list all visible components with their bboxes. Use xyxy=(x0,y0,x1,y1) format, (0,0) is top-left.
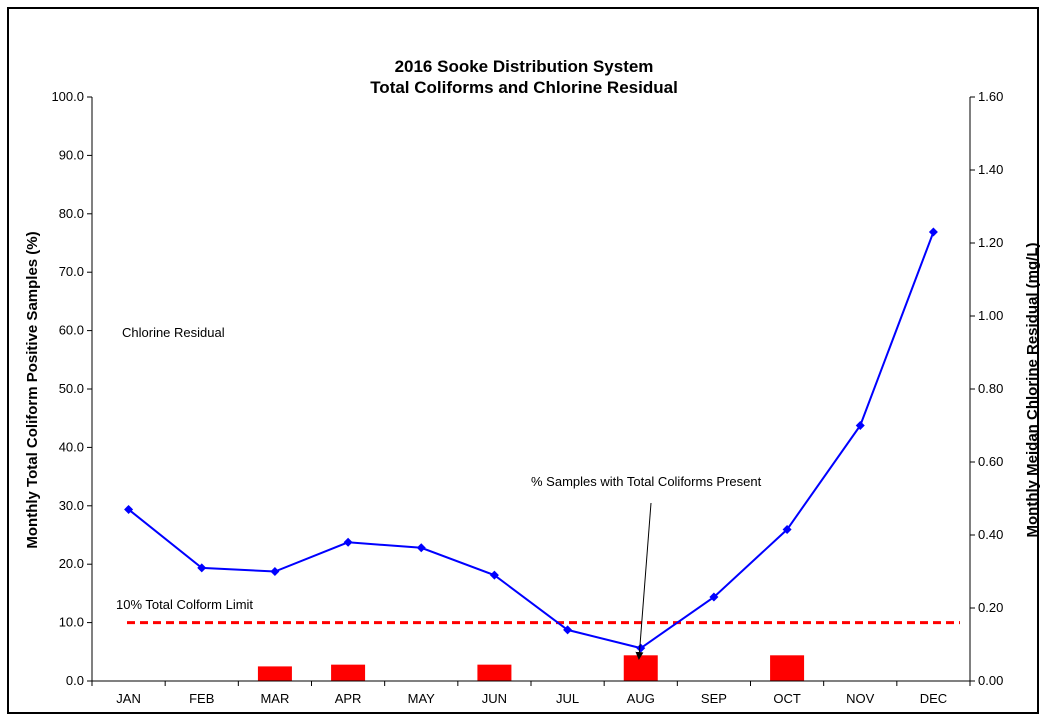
chlorine-point xyxy=(855,421,865,430)
y2-axis-label: Monthly Meidan Chlorine Residual (mg/L) xyxy=(1024,242,1041,537)
chlorine-point xyxy=(416,543,426,553)
y2-tick-label: 0.80 xyxy=(978,381,1003,396)
chlorine-point xyxy=(928,227,938,237)
y-tick-label: 100.0 xyxy=(51,89,84,104)
chlorine-point xyxy=(563,625,573,635)
chlorine-point xyxy=(124,504,134,514)
x-tick-label: AUG xyxy=(627,691,655,706)
x-tick-label: JAN xyxy=(116,691,141,706)
y-tick-label: 70.0 xyxy=(59,264,84,279)
annotation-arrow xyxy=(635,502,652,660)
chlorine-point xyxy=(782,525,792,535)
x-tick-label: APR xyxy=(335,691,362,706)
line-layer xyxy=(124,227,938,653)
chart-subtitle: Total Coliforms and Chlorine Residual xyxy=(370,78,678,97)
y-tick-label: 50.0 xyxy=(59,381,84,396)
chlorine-point xyxy=(709,592,719,602)
y2-tick-label: 0.40 xyxy=(978,527,1003,542)
y2-tick-label: 1.00 xyxy=(978,308,1003,323)
y-tick-label: 0.0 xyxy=(66,673,84,688)
y-axis-label: Monthly Total Coliform Positive Samples … xyxy=(24,231,41,548)
y2-tick-label: 1.60 xyxy=(978,89,1003,104)
axes-layer: 0.0 10.0 20.0 30.0 40.0 50.0 60.0 70.0 80.0 90.0 1… xyxy=(51,89,1003,706)
coliform-bar xyxy=(477,664,512,681)
chlorine-point xyxy=(343,537,353,547)
bars-layer xyxy=(257,655,805,681)
y-tick-label: 40.0 xyxy=(59,439,84,454)
reference-line-label: 10% Total Colform Limit xyxy=(116,597,253,612)
coliform-bar xyxy=(770,655,805,681)
x-tick-label: SEP xyxy=(701,691,727,706)
chlorine-point xyxy=(270,567,280,576)
y-tick-label: 30.0 xyxy=(59,498,84,513)
coliform-bar xyxy=(257,666,292,681)
y-tick-label: 20.0 xyxy=(59,556,84,571)
y2-tick-label: 1.20 xyxy=(978,235,1003,250)
chart-title: 2016 Sooke Distribution System xyxy=(395,57,654,76)
coliform-bar xyxy=(623,655,658,681)
x-tick-label: JUN xyxy=(482,691,507,706)
chlorine-point xyxy=(489,570,499,580)
chlorine-point xyxy=(636,643,646,653)
y-tick-label: 10.0 xyxy=(59,615,84,630)
coliform-bar xyxy=(331,664,366,681)
y-tick-label: 80.0 xyxy=(59,206,84,221)
x-tick-label: JUL xyxy=(556,691,579,706)
y2-tick-label: 0.20 xyxy=(978,600,1003,615)
y2-tick-label: 1.40 xyxy=(978,162,1003,177)
x-tick-label: MAR xyxy=(260,691,289,706)
x-tick-label: MAY xyxy=(408,691,436,706)
y-tick-label: 60.0 xyxy=(59,323,84,338)
annotation-coliforms-present: % Samples with Total Coliforms Present xyxy=(531,474,762,489)
y-tick-label: 90.0 xyxy=(59,147,84,162)
chlorine-point xyxy=(197,563,207,573)
y2-tick-label: 0.60 xyxy=(978,454,1003,469)
annotation-chlorine-residual: Chlorine Residual xyxy=(122,325,225,340)
y2-tick-label: 0.00 xyxy=(978,673,1003,688)
x-tick-label: OCT xyxy=(773,691,801,706)
chlorine-line xyxy=(127,231,935,650)
x-tick-label: NOV xyxy=(846,691,875,706)
x-tick-label: DEC xyxy=(920,691,947,706)
x-tick-label: FEB xyxy=(189,691,214,706)
